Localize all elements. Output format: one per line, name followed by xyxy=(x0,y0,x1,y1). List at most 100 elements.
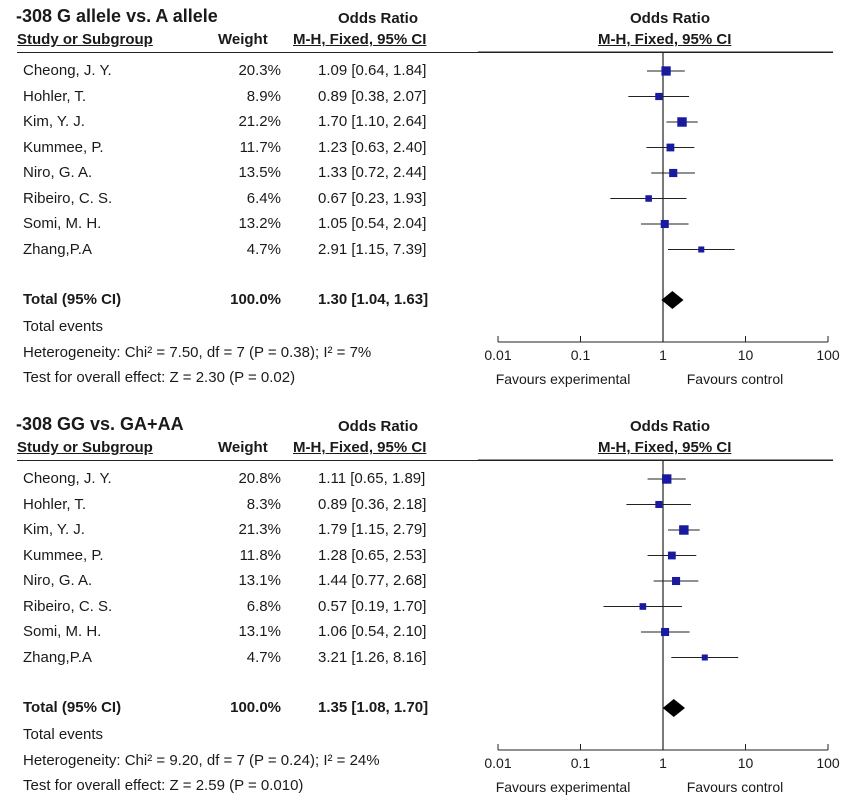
overall-effect-text: Test for overall effect: Z = 2.30 (P = 0… xyxy=(23,369,296,386)
study-weight: 6.8% xyxy=(246,597,281,615)
x-tick-label: 0.01 xyxy=(484,755,511,771)
effect-box xyxy=(677,117,687,127)
x-tick-label: 100 xyxy=(816,755,840,771)
study-name: Zhang,P.A xyxy=(23,240,92,258)
total-ci: 1.30 [1.04, 1.63] xyxy=(318,291,429,308)
total-ci: 1.35 [1.08, 1.70] xyxy=(318,699,429,716)
heterogeneity-text: Heterogeneity: Chi² = 7.50, df = 7 (P = … xyxy=(23,344,372,361)
study-ci: 1.09 [0.64, 1.84] xyxy=(318,62,427,79)
summary-diamond xyxy=(662,699,686,717)
effect-box xyxy=(655,92,663,101)
forest-plot-panel-2: -308 GG vs. GA+AA Odds Ratio Odds Ratio … xyxy=(0,408,845,808)
study-ci: 3.21 [1.26, 8.16] xyxy=(318,648,427,666)
study-name: Hohler, T. xyxy=(23,495,87,513)
study-weight: 21.3% xyxy=(238,521,281,538)
study-ci: 1.05 [0.54, 2.04] xyxy=(318,215,427,232)
effect-box xyxy=(655,500,663,509)
study-name: Zhang,P.A xyxy=(23,648,92,666)
x-tick-label: 100 xyxy=(816,347,840,363)
study-ci: 0.57 [0.19, 1.70] xyxy=(318,597,427,615)
study-weight: 13.5% xyxy=(238,164,281,181)
study-column-header: Study or Subgroup xyxy=(17,31,153,48)
study-ci: 0.89 [0.38, 2.07] xyxy=(318,87,427,105)
study-name: Hohler, T. xyxy=(23,87,87,105)
x-tick-label: 10 xyxy=(738,755,754,771)
study-weight: 21.2% xyxy=(238,113,281,130)
total-events-label: Total events xyxy=(23,726,104,743)
header-rule xyxy=(17,460,833,461)
study-name: Cheong, J. Y. xyxy=(23,62,112,79)
effect-box xyxy=(667,551,676,560)
plot-column-header: Odds Ratio xyxy=(629,10,710,27)
x-tick-label: 0.01 xyxy=(484,347,511,363)
study-weight: 20.8% xyxy=(238,470,281,487)
favours-left-label: Favours experimental xyxy=(496,371,631,387)
study-weight: 11.7% xyxy=(239,138,281,156)
forest-plot-panel-1: -308 G allele vs. A allele Odds Ratio Od… xyxy=(0,0,845,400)
plot-column-header: Odds Ratio xyxy=(629,418,710,435)
favours-right-label: Favours control xyxy=(687,779,783,795)
effect-box xyxy=(645,195,652,202)
total-label: Total (95% CI) xyxy=(23,699,122,716)
x-tick-label: 1 xyxy=(659,347,667,363)
or-ci-subheader: M-H, Fixed, 95% CI xyxy=(293,31,427,48)
x-tick-label: 0.1 xyxy=(571,347,591,363)
study-name: Ribeiro, C. S. xyxy=(23,597,113,615)
study-ci: 1.28 [0.65, 2.53] xyxy=(318,546,427,564)
or-column-header: Odds Ratio xyxy=(337,418,418,435)
study-name: Kim, Y. J. xyxy=(23,113,85,130)
total-weight: 100.0% xyxy=(230,699,281,716)
favours-left-label: Favours experimental xyxy=(496,779,631,795)
panel-title: -308 GG vs. GA+AA xyxy=(16,414,184,434)
study-weight: 4.7% xyxy=(246,240,281,258)
effect-box xyxy=(701,654,708,661)
study-name: Niro, G. A. xyxy=(23,572,93,589)
study-ci: 1.70 [1.10, 2.64] xyxy=(318,113,427,130)
study-ci: 1.11 [0.65, 1.89] xyxy=(318,470,426,487)
summary-diamond xyxy=(661,291,684,309)
total-weight: 100.0% xyxy=(230,291,281,308)
or-ci-subheader: M-H, Fixed, 95% CI xyxy=(293,439,427,456)
study-weight: 13.1% xyxy=(238,572,281,589)
plot-ci-subheader: M-H, Fixed, 95% CI xyxy=(598,31,732,48)
heterogeneity-text: Heterogeneity: Chi² = 9.20, df = 7 (P = … xyxy=(23,752,380,769)
plot-ci-subheader: M-H, Fixed, 95% CI xyxy=(598,439,732,456)
total-events-label: Total events xyxy=(23,318,104,335)
favours-right-label: Favours control xyxy=(687,371,783,387)
study-name: Cheong, J. Y. xyxy=(23,470,112,487)
effect-box xyxy=(662,474,672,484)
header-rule xyxy=(17,52,833,53)
study-ci: 1.23 [0.63, 2.40] xyxy=(318,138,427,156)
study-weight: 8.3% xyxy=(246,495,281,513)
x-tick-label: 0.1 xyxy=(571,755,591,771)
effect-box xyxy=(672,576,681,586)
study-name: Kim, Y. J. xyxy=(23,521,85,538)
total-label: Total (95% CI) xyxy=(23,291,122,308)
study-ci: 1.33 [0.72, 2.44] xyxy=(318,164,427,181)
study-ci: 0.89 [0.36, 2.18] xyxy=(318,495,427,513)
study-column-header: Study or Subgroup xyxy=(17,439,153,456)
forest-plot-area: 0.01 0.1 1 10 100 Favours experimental Favours… xyxy=(478,459,840,795)
forest-plot-area: 0.01 0.1 1 10 100 Favours experimental Favours… xyxy=(478,51,840,387)
effect-box xyxy=(639,603,647,610)
study-name: Ribeiro, C. S. xyxy=(23,189,113,207)
overall-effect-text: Test for overall effect: Z = 2.59 (P = 0… xyxy=(23,777,304,794)
study-weight: 11.8% xyxy=(239,546,281,564)
effect-box xyxy=(666,143,675,152)
effect-box xyxy=(669,168,678,178)
weight-column-header: Weight xyxy=(218,439,268,456)
or-column-header: Odds Ratio xyxy=(337,10,418,27)
study-ci: 0.67 [0.23, 1.93] xyxy=(318,189,427,207)
study-name: Somi, M. H. xyxy=(23,623,102,640)
study-weight: 13.2% xyxy=(238,215,281,232)
x-tick-label: 10 xyxy=(738,347,754,363)
study-weight: 6.4% xyxy=(246,189,281,207)
x-tick-label: 1 xyxy=(659,755,667,771)
study-weight: 20.3% xyxy=(238,62,281,79)
study-ci: 2.91 [1.15, 7.39] xyxy=(318,240,427,258)
study-weight: 8.9% xyxy=(246,87,281,105)
effect-box xyxy=(660,219,669,229)
study-name: Kummee, P. xyxy=(23,546,104,564)
effect-box xyxy=(698,246,705,253)
study-ci: 1.79 [1.15, 2.79] xyxy=(318,521,427,538)
